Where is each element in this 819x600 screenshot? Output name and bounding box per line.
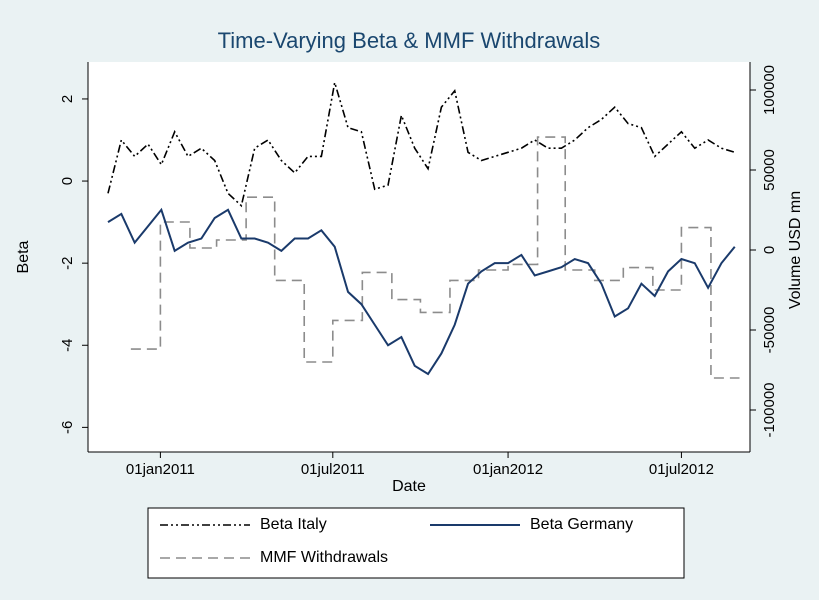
x-tick-label: 01jul2012 — [649, 461, 714, 478]
legend — [147, 507, 685, 579]
y-tick-label: 0 — [59, 177, 76, 185]
y2-tick-label: -100000 — [761, 382, 778, 437]
y2-tick-label: -50000 — [761, 307, 778, 354]
chart-title: Time-Varying Beta & MMF Withdrawals — [218, 28, 601, 53]
legend-label: Beta Italy — [260, 516, 327, 533]
legend-label: MMF Withdrawals — [260, 549, 388, 566]
y-tick-label: -6 — [59, 421, 76, 434]
series-line — [107, 207, 736, 376]
x-tick-label: 01jul2011 — [301, 461, 365, 478]
y-tick-label: -4 — [59, 339, 76, 352]
x-tick-label: 01jan2012 — [473, 461, 543, 478]
y2-tick-label: 50000 — [761, 149, 778, 191]
x-axis-title: Date — [392, 478, 426, 495]
series-line — [107, 82, 735, 208]
legend-label: Beta Germany — [530, 516, 633, 533]
plot-area — [88, 62, 750, 452]
y2-axis-title: Volume USD mn — [787, 191, 804, 309]
y-tick-label: -2 — [59, 256, 76, 269]
y2-tick-label: 0 — [761, 246, 778, 254]
y2-tick-label: 100000 — [761, 65, 778, 115]
series-line — [130, 136, 740, 379]
y-tick-label: 2 — [59, 95, 76, 103]
x-tick-label: 01jan2011 — [126, 461, 195, 478]
y-axis-title: Beta — [15, 240, 32, 273]
